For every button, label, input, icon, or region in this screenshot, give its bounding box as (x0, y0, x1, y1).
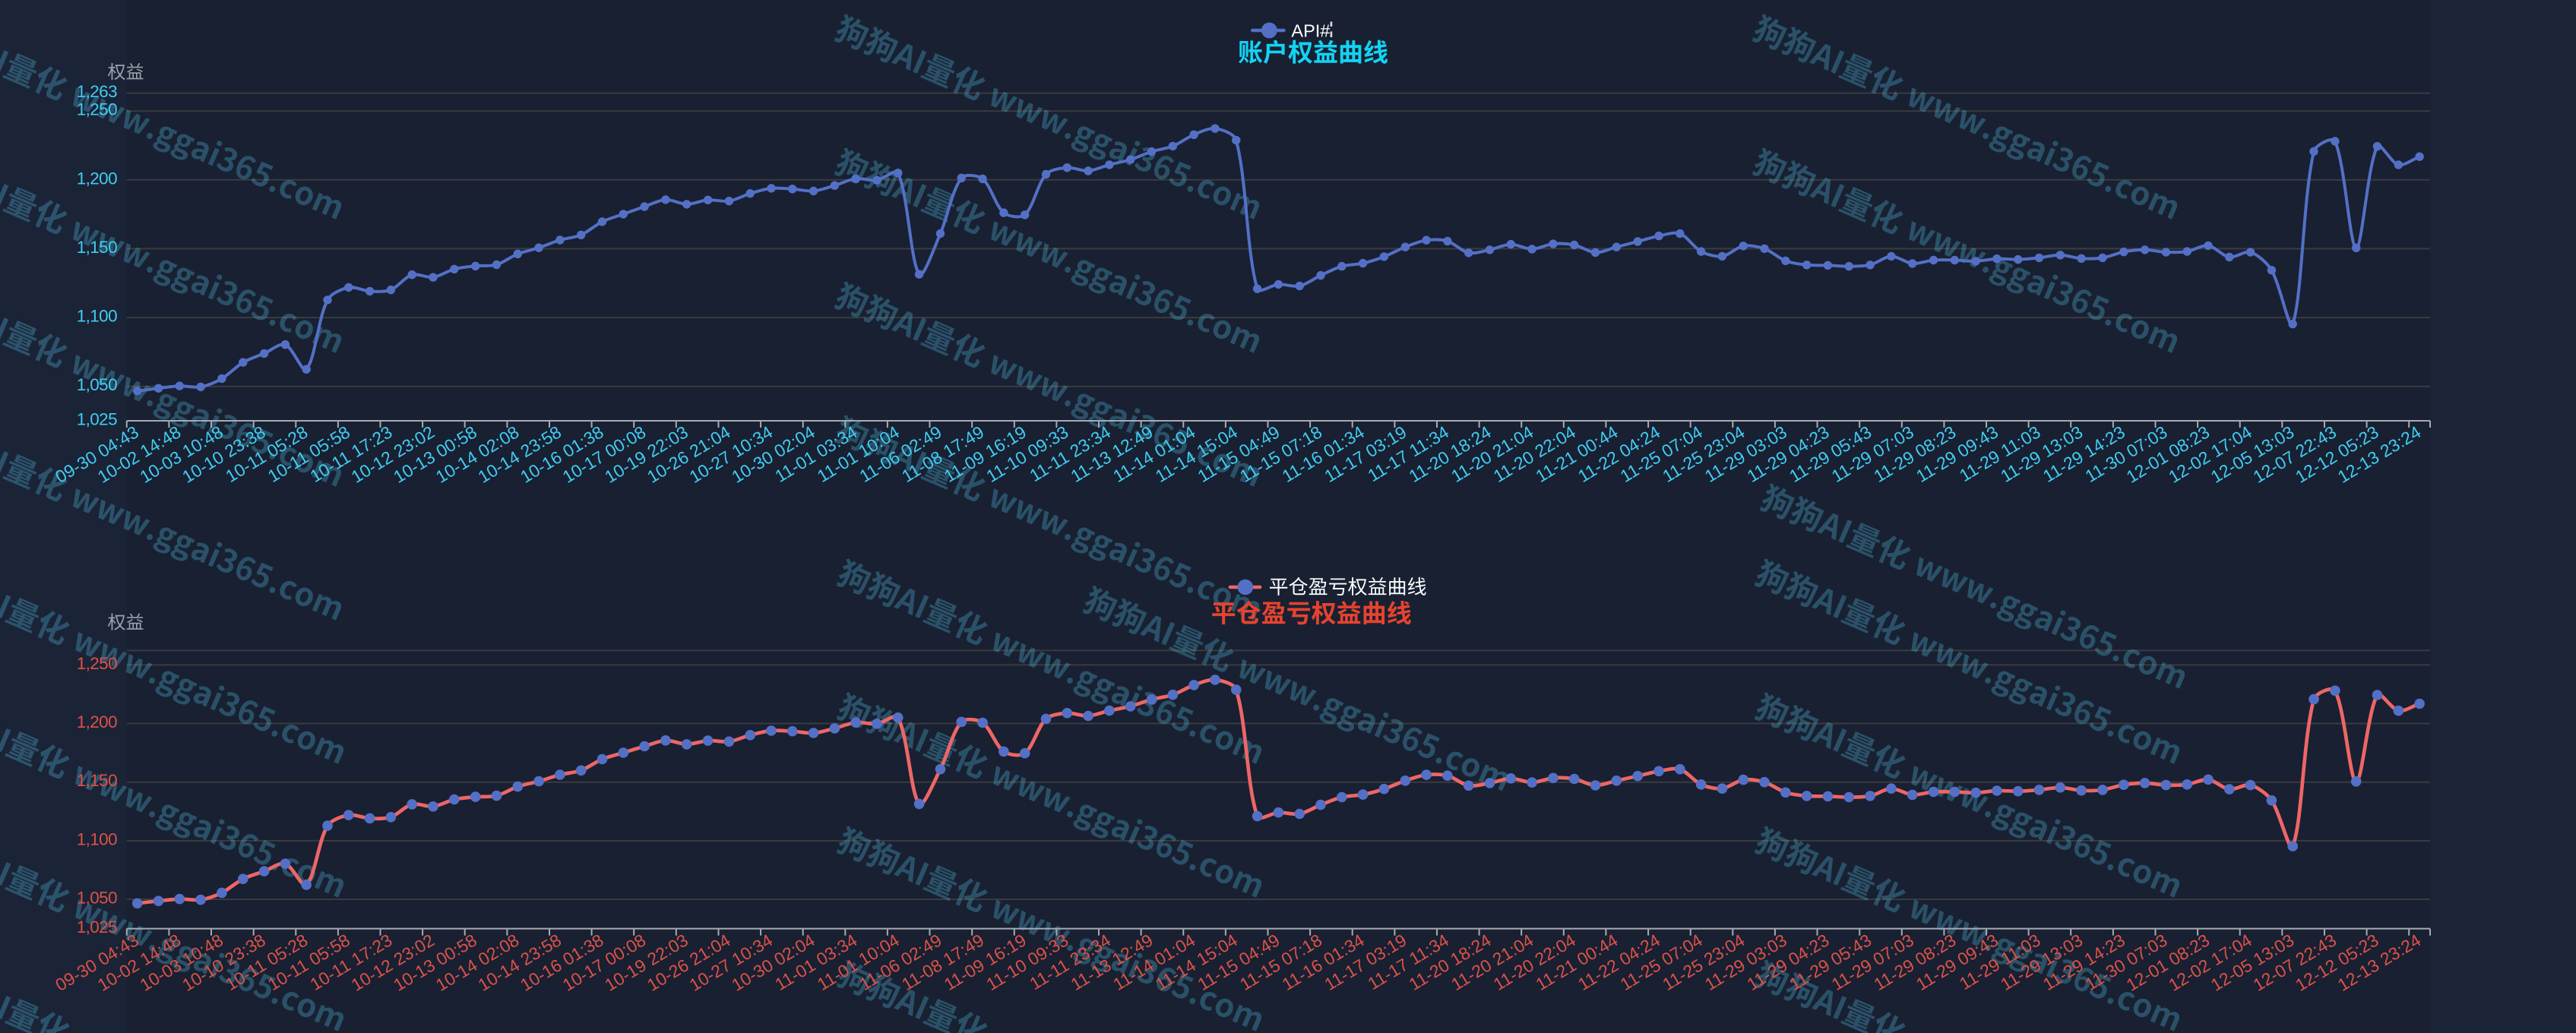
svg-text:1,263: 1,263 (77, 82, 117, 101)
svg-text:API#: API# (1291, 21, 1330, 40)
svg-text:1,100: 1,100 (77, 307, 117, 326)
svg-text:1,100: 1,100 (77, 829, 117, 848)
svg-text:1,200: 1,200 (77, 712, 117, 731)
svg-text:1,025: 1,025 (77, 918, 117, 937)
svg-text:1,250: 1,250 (77, 100, 117, 119)
svg-text:1,250: 1,250 (77, 654, 117, 673)
svg-text:1,050: 1,050 (77, 889, 117, 908)
svg-text:1,150: 1,150 (77, 771, 117, 790)
svg-text:1,200: 1,200 (77, 169, 117, 188)
svg-text:1,050: 1,050 (77, 375, 117, 394)
svg-text:1,150: 1,150 (77, 238, 117, 257)
svg-text:1,025: 1,025 (77, 410, 117, 429)
